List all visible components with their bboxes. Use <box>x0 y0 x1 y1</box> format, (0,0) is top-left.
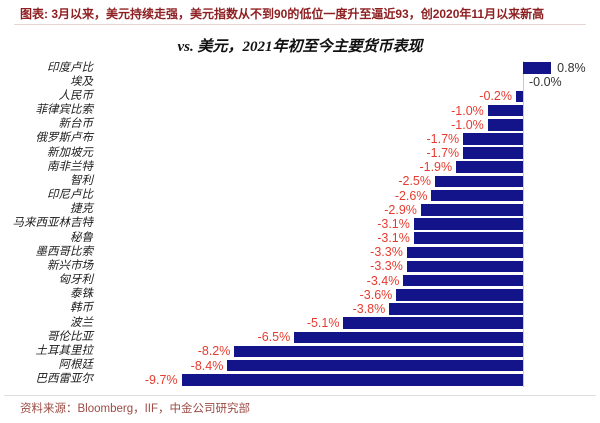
value-label: -1.7% <box>426 146 460 161</box>
value-label: -3.3% <box>370 259 403 274</box>
value-label: 0.8% <box>557 61 586 75</box>
category-label: 匈牙利 <box>58 274 94 287</box>
bar <box>413 232 523 244</box>
value-label: -3.1% <box>377 216 410 231</box>
bar <box>435 175 523 188</box>
bar <box>456 161 523 174</box>
bar <box>181 374 523 386</box>
category-label: 新兴市场 <box>47 259 93 272</box>
category-label: 新加坡元 <box>47 146 93 159</box>
header-divider <box>14 24 586 25</box>
category-label: 埃及 <box>70 75 93 88</box>
value-label: -3.6% <box>359 287 393 302</box>
chart-title: vs. 美元，2021年初至今主要货币表现 <box>177 39 423 55</box>
figure-caption: 图表: 3月以来，美元持续走强，美元指数从不到90的低位一度升至逼近93，创20… <box>20 7 545 21</box>
bar <box>406 260 523 273</box>
bar <box>431 189 523 202</box>
value-label: -3.8% <box>352 301 386 316</box>
footer-divider <box>4 395 596 396</box>
bar <box>413 218 523 230</box>
category-label: 哥伦比亚 <box>47 330 93 343</box>
value-label: -0.2% <box>479 89 512 104</box>
value-label: -1.9% <box>419 160 453 175</box>
value-label: -8.2% <box>197 344 231 359</box>
bar-chart: 印度卢比 0.8% 埃及 -0.0% 人民币 -0.2% 菲律宾比索 -1.0% 新台币 -1.0… <box>0 61 600 387</box>
category-label: 人民币 <box>58 89 94 102</box>
value-label: -5.1% <box>306 316 340 331</box>
bar <box>227 359 523 372</box>
category-label: 菲律宾比索 <box>35 104 94 116</box>
category-label: 秘鲁 <box>70 231 93 244</box>
category-label: 泰铢 <box>70 288 93 301</box>
bar <box>294 331 523 344</box>
category-label: 智利 <box>70 174 93 187</box>
category-label: 印度卢比 <box>47 61 93 74</box>
bar <box>403 274 523 287</box>
category-label: 墨西哥比索 <box>35 245 94 258</box>
bar <box>487 118 523 131</box>
value-label: -2.9% <box>384 202 417 217</box>
category-label: 巴西雷亚尔 <box>35 373 94 386</box>
category-label: 马来西亚林吉特 <box>12 217 94 230</box>
value-label: -2.6% <box>394 188 428 203</box>
bar <box>463 133 523 145</box>
bar <box>234 345 523 358</box>
bar <box>343 317 523 329</box>
category-label: 南非兰特 <box>47 160 93 173</box>
value-label: -6.5% <box>257 330 291 345</box>
value-label: -3.4% <box>366 273 400 288</box>
bar <box>515 90 523 103</box>
value-label: -2.5% <box>398 174 431 189</box>
category-label: 阿根廷 <box>58 359 94 372</box>
category-label: 波兰 <box>70 316 93 329</box>
category-label: 新台币 <box>58 118 94 131</box>
category-label: 韩币 <box>70 302 93 315</box>
bar <box>523 62 552 74</box>
bar <box>487 104 523 117</box>
bar <box>396 289 523 301</box>
source-note: 资料来源：Bloomberg，IIF，中金公司研究部 <box>20 403 251 415</box>
bar <box>463 147 523 159</box>
bar <box>389 303 523 315</box>
value-label: -1.7% <box>426 131 460 146</box>
value-label: -1.0% <box>451 117 484 132</box>
category-label: 俄罗斯卢布 <box>35 132 94 145</box>
value-label: -3.3% <box>370 245 403 260</box>
value-label: -1.0% <box>451 103 484 118</box>
category-label: 印尼卢比 <box>47 189 93 202</box>
category-label: 捷克 <box>70 203 93 216</box>
value-label: -8.4% <box>190 358 224 373</box>
bar <box>406 246 523 259</box>
value-label: -0.0% <box>529 75 562 90</box>
zero-axis-line <box>523 61 524 387</box>
bar <box>420 204 523 216</box>
value-label: -9.7% <box>144 372 178 387</box>
value-label: -3.1% <box>377 231 410 246</box>
category-label: 土耳其里拉 <box>35 344 94 357</box>
